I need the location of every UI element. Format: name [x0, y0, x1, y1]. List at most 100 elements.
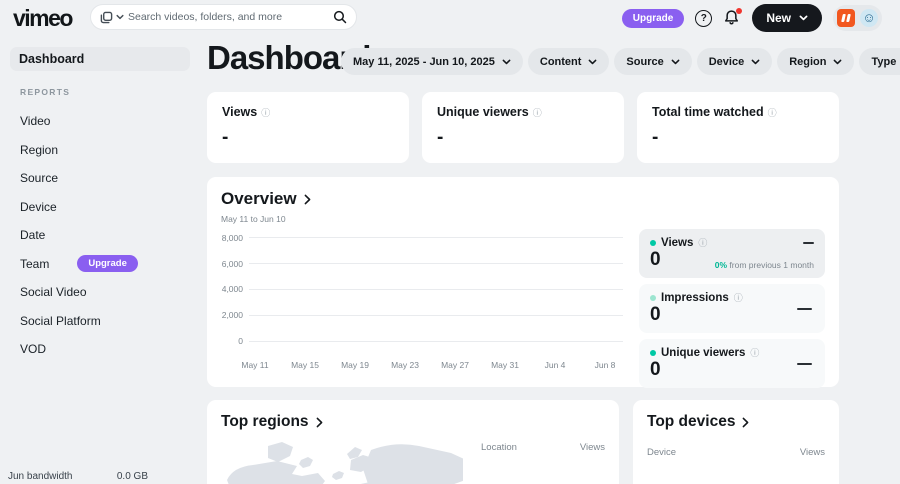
overview-title-link[interactable]: Overview [221, 189, 311, 209]
chevron-right-icon [316, 417, 322, 427]
info-icon[interactable]: ⓘ [733, 293, 743, 303]
filter-source[interactable]: Source [614, 48, 692, 75]
filter-region[interactable]: Region [777, 48, 855, 75]
filter-type-label: Type [871, 55, 897, 68]
chevron-right-icon [743, 417, 749, 427]
search-bar[interactable] [90, 4, 357, 30]
new-button[interactable]: New [752, 4, 822, 32]
y-tick: 6,000 [221, 258, 243, 269]
filter-type[interactable]: Type [859, 48, 900, 75]
legend-card-unique-viewers[interactable]: Unique viewers ⓘ 0 [639, 339, 825, 388]
sidebar-item-dashboard[interactable]: Dashboard [10, 47, 190, 71]
bandwidth-value: 0.0 GB [116, 471, 148, 482]
main-header: Dashboard May 11, 2025 - Jun 10, 2025 Co… [207, 40, 900, 76]
main-content: Dashboard May 11, 2025 - Jun 10, 2025 Co… [207, 40, 900, 484]
top-regions-title: Top regions [221, 413, 309, 430]
account-switcher[interactable]: ☺ [833, 5, 882, 31]
stat-card-views: Views ⓘ - [207, 92, 409, 163]
x-tick: May 23 [391, 359, 419, 370]
sidebar-item-team-label: Team [20, 256, 50, 271]
stat-unique-viewers-value: - [437, 127, 444, 148]
regions-col-views: Views [579, 442, 605, 453]
filter-source-label: Source [626, 55, 664, 68]
vimeo-logo[interactable]: vimeo [13, 4, 73, 31]
sidebar-item-vod[interactable]: VOD [20, 342, 47, 357]
user-avatar: ☺ [860, 9, 878, 27]
sidebar-item-date[interactable]: Date [20, 228, 46, 243]
legend-unique-viewers-value: 0 [650, 359, 661, 380]
x-tick: May 15 [291, 359, 319, 370]
flat-sparkline [797, 307, 812, 310]
legend-impressions-label: Impressions [661, 291, 729, 304]
x-tick: May 31 [491, 359, 519, 370]
info-icon[interactable]: ⓘ [532, 107, 542, 118]
gridline [249, 288, 623, 290]
info-icon[interactable]: ⓘ [767, 107, 777, 118]
collection-icon [100, 11, 113, 23]
info-icon[interactable]: ⓘ [261, 107, 271, 118]
legend-impressions-value: 0 [650, 304, 661, 325]
legend-card-views[interactable]: Views ⓘ 0 0% from previous 1 month [639, 229, 825, 278]
regions-column-headers: Location Views [481, 442, 605, 453]
top-devices-title: Top devices [647, 413, 736, 430]
stat-cards: Views ⓘ - Unique viewers ⓘ - Total time wa… [207, 92, 839, 163]
x-tick: Jun 8 [594, 359, 616, 370]
sidebar-item-source[interactable]: Source [20, 171, 59, 186]
x-tick: May 27 [441, 359, 469, 370]
workspace-icon [837, 9, 855, 27]
info-icon[interactable]: ⓘ [698, 238, 708, 248]
legend-unique-viewers-label: Unique viewers [661, 346, 746, 359]
filter-content[interactable]: Content [527, 48, 610, 75]
sidebar-item-social-platform[interactable]: Social Platform [20, 313, 101, 328]
overview-section: Overview May 11 to Jun 10 8,000 6,000 4,… [207, 177, 839, 388]
legend-views-delta: 0% from previous 1 month [714, 260, 814, 270]
stat-views-label: Views [222, 105, 258, 119]
gridline [249, 340, 623, 342]
series-dot-unique-viewers [650, 349, 656, 356]
stat-total-time-value: - [652, 127, 659, 148]
top-regions-title-link[interactable]: Top regions [221, 413, 323, 431]
team-upgrade-badge[interactable]: Upgrade [77, 255, 138, 273]
stat-card-unique-viewers: Unique viewers ⓘ - [422, 92, 624, 163]
filter-date-range-label: May 11, 2025 - Jun 10, 2025 [353, 55, 495, 68]
devices-column-headers: Device Views [647, 447, 825, 458]
top-navbar: vimeo Upgrade ? New ☺ [0, 0, 900, 36]
stat-total-time-label: Total time watched [652, 105, 764, 119]
overview-date-range: May 11 to Jun 10 [221, 214, 286, 224]
sidebar-item-video[interactable]: Video [20, 114, 51, 129]
y-tick: 8,000 [221, 232, 243, 243]
filter-device[interactable]: Device [696, 48, 773, 75]
search-input[interactable] [128, 11, 333, 23]
sidebar-item-region[interactable]: Region [20, 142, 59, 157]
top-devices-title-link[interactable]: Top devices [647, 413, 749, 431]
sidebar: Dashboard REPORTS Video Region Source De… [0, 42, 200, 364]
chevron-down-icon[interactable] [116, 14, 124, 20]
top-devices-section: Top devices Device Views [633, 400, 839, 484]
y-tick: 2,000 [221, 310, 243, 321]
upgrade-button[interactable]: Upgrade [621, 8, 685, 28]
help-icon[interactable]: ? [695, 9, 713, 27]
bandwidth-usage: Jun bandwidth 0.0 GB [8, 471, 148, 482]
sidebar-item-device[interactable]: Device [20, 199, 57, 214]
info-icon[interactable]: ⓘ [750, 348, 760, 358]
filter-date-range[interactable]: May 11, 2025 - Jun 10, 2025 [341, 48, 523, 75]
flat-sparkline [803, 241, 814, 244]
y-tick: 4,000 [221, 284, 243, 295]
filter-device-label: Device [708, 55, 745, 68]
overview-chart: 8,000 6,000 4,000 2,000 0 May 11 May 15 … [221, 225, 623, 370]
gridline [249, 237, 623, 239]
search-icon[interactable] [333, 10, 347, 24]
stat-views-value: - [222, 127, 229, 148]
sidebar-item-social-video[interactable]: Social Video [20, 285, 87, 300]
sidebar-item-team[interactable]: Team Upgrade [0, 250, 200, 279]
stat-card-total-time-watched: Total time watched ⓘ - [637, 92, 839, 163]
legend-card-impressions[interactable]: Impressions ⓘ 0 [639, 284, 825, 333]
x-axis: May 11 May 15 May 19 May 23 May 27 May 3… [230, 360, 630, 370]
notification-badge [736, 8, 743, 14]
notifications-bell-icon[interactable] [723, 8, 743, 27]
x-tick: May 11 [241, 359, 269, 370]
y-tick: 0 [238, 336, 243, 347]
filter-content-label: Content [539, 55, 582, 68]
nav-actions: Upgrade ? New ☺ [621, 0, 882, 36]
